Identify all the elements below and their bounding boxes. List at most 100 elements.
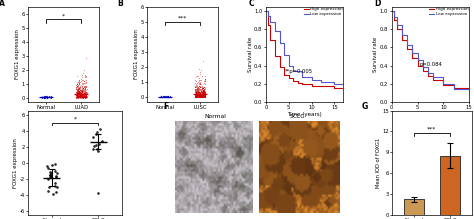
Point xyxy=(201,92,208,96)
Point xyxy=(75,87,83,91)
Point xyxy=(79,93,87,96)
Point xyxy=(79,89,87,93)
Point xyxy=(198,86,206,89)
Point xyxy=(200,90,207,93)
Point xyxy=(82,92,90,96)
Point xyxy=(197,93,204,97)
Point xyxy=(73,84,81,87)
Point xyxy=(79,92,86,95)
Point xyxy=(200,95,207,98)
Point xyxy=(80,85,88,88)
Point xyxy=(199,95,207,98)
Point xyxy=(198,94,205,98)
Point xyxy=(81,92,89,95)
Point xyxy=(196,86,203,89)
Point xyxy=(197,92,204,95)
Point xyxy=(80,91,87,94)
Point xyxy=(74,88,82,92)
Point xyxy=(82,95,90,99)
Point xyxy=(191,94,199,97)
Point xyxy=(194,95,202,99)
Point xyxy=(43,94,50,98)
Point xyxy=(196,92,204,96)
Point xyxy=(52,174,60,178)
Point xyxy=(80,94,87,98)
Point xyxy=(198,95,205,99)
Point xyxy=(195,93,203,97)
Point xyxy=(196,87,203,91)
Point xyxy=(78,94,85,97)
Text: **p=0.005: **p=0.005 xyxy=(284,69,312,74)
Point xyxy=(199,88,207,92)
Point xyxy=(74,89,82,92)
Point xyxy=(199,95,207,99)
Point xyxy=(200,90,207,94)
Point xyxy=(52,162,59,166)
Point xyxy=(196,94,203,98)
Point xyxy=(78,95,86,98)
Point xyxy=(73,88,81,91)
Point xyxy=(194,90,201,94)
Point xyxy=(198,91,205,94)
Point xyxy=(38,95,46,99)
Point xyxy=(77,80,84,83)
Point xyxy=(201,94,209,97)
Point xyxy=(80,95,87,99)
Point xyxy=(75,92,82,96)
Point xyxy=(201,95,209,99)
Point xyxy=(82,89,89,93)
Point xyxy=(200,87,207,90)
Point xyxy=(196,94,204,97)
Point xyxy=(80,95,88,98)
Point xyxy=(82,94,90,98)
Point xyxy=(77,92,85,95)
Point xyxy=(165,95,173,99)
Point xyxy=(196,94,203,97)
Point xyxy=(192,92,200,96)
Point xyxy=(191,90,199,93)
Point xyxy=(191,91,199,95)
Point xyxy=(80,93,88,96)
Point xyxy=(201,95,209,98)
Point xyxy=(201,89,209,93)
Point xyxy=(193,91,201,95)
Point xyxy=(191,90,199,94)
Point xyxy=(79,87,87,90)
Point xyxy=(201,93,209,96)
Point xyxy=(197,95,204,98)
Point xyxy=(74,87,82,90)
Text: ***: *** xyxy=(178,16,187,21)
Point xyxy=(196,95,204,99)
Point xyxy=(74,96,82,99)
Point xyxy=(201,87,209,90)
Point xyxy=(192,83,200,86)
Point xyxy=(193,92,201,96)
Point xyxy=(44,95,52,99)
Point xyxy=(81,94,89,97)
Point xyxy=(191,95,199,98)
Text: C: C xyxy=(249,0,255,8)
Point xyxy=(75,89,82,92)
Point xyxy=(43,95,50,98)
Point xyxy=(195,92,202,95)
Point xyxy=(74,81,82,84)
Point xyxy=(92,144,100,147)
Point xyxy=(73,93,81,97)
Point xyxy=(192,95,200,99)
Point xyxy=(81,93,89,96)
Point xyxy=(74,94,82,97)
Point xyxy=(74,95,82,99)
Point xyxy=(74,88,82,91)
Point xyxy=(76,89,83,92)
Point xyxy=(73,91,81,94)
Point xyxy=(78,93,85,97)
Point xyxy=(201,94,209,98)
Point xyxy=(201,95,208,99)
Point xyxy=(200,89,207,93)
Point xyxy=(82,90,90,94)
Point xyxy=(197,94,204,97)
Point xyxy=(194,93,201,97)
Point xyxy=(193,88,201,91)
Point xyxy=(79,96,86,99)
Point xyxy=(80,94,88,97)
